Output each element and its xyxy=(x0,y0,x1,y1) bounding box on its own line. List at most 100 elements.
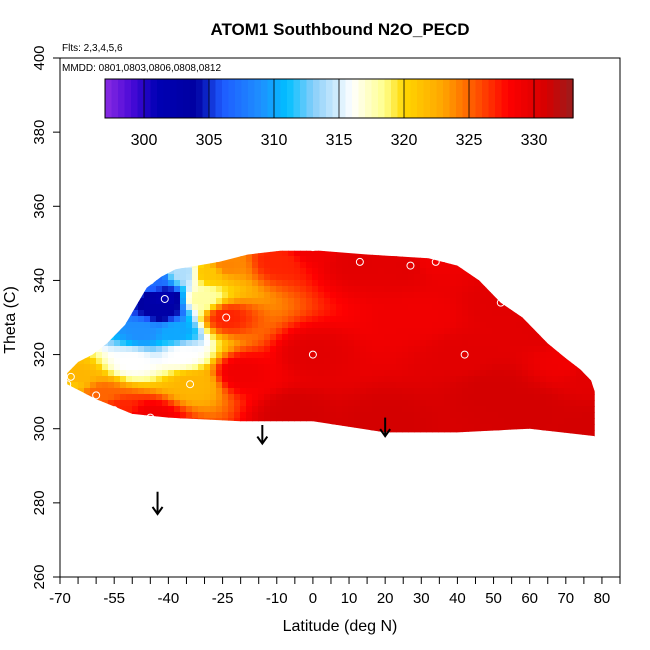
heatmap-cell xyxy=(540,262,547,269)
heatmap-cell xyxy=(582,250,589,257)
heatmap-cell xyxy=(372,364,379,371)
heatmap-cell xyxy=(294,220,301,227)
heatmap-cell xyxy=(438,244,445,251)
heatmap-cell xyxy=(606,70,613,77)
heatmap-cell xyxy=(492,64,499,71)
heatmap-cell xyxy=(90,352,97,359)
heatmap-cell xyxy=(480,340,487,347)
heatmap-cell xyxy=(492,304,499,311)
heatmap-cell xyxy=(516,160,523,167)
heatmap-cell xyxy=(390,160,397,167)
heatmap-cell xyxy=(144,364,151,371)
heatmap-cell xyxy=(468,340,475,347)
heatmap-cell xyxy=(348,196,355,203)
heatmap-cell xyxy=(516,172,523,179)
heatmap-cell xyxy=(492,244,499,251)
heatmap-cell xyxy=(462,358,469,365)
heatmap-cell xyxy=(456,166,463,173)
heatmap-cell xyxy=(300,70,307,77)
heatmap-cell xyxy=(444,190,451,197)
heatmap-cell xyxy=(156,250,163,257)
heatmap-cell xyxy=(426,130,433,137)
heatmap-cell xyxy=(72,160,79,167)
heatmap-cell xyxy=(612,346,619,353)
heatmap-cell xyxy=(612,214,619,221)
heatmap-cell xyxy=(186,220,193,227)
heatmap-cell xyxy=(402,364,409,371)
heatmap-cell xyxy=(414,202,421,209)
heatmap-cell xyxy=(432,340,439,347)
heatmap-cell xyxy=(270,184,277,191)
heatmap-cell xyxy=(378,334,385,341)
heatmap-cell xyxy=(192,250,199,257)
heatmap-cell xyxy=(606,142,613,149)
heatmap-cell xyxy=(126,340,133,347)
heatmap-cell xyxy=(216,166,223,173)
heatmap-cell xyxy=(546,202,553,209)
heatmap-cell xyxy=(132,316,139,323)
heatmap-cell xyxy=(276,70,283,77)
heatmap-cell xyxy=(564,352,571,359)
heatmap-cell xyxy=(384,136,391,143)
heatmap-cell xyxy=(96,118,103,125)
heatmap-cell xyxy=(348,268,355,275)
heatmap-cell xyxy=(108,334,115,341)
heatmap-cell xyxy=(426,352,433,359)
heatmap-cell xyxy=(408,340,415,347)
heatmap-cell xyxy=(198,340,205,347)
heatmap-cell xyxy=(67,274,73,281)
heatmap-cell xyxy=(480,118,487,125)
heatmap-cell xyxy=(336,370,343,377)
heatmap-cell xyxy=(540,154,547,161)
heatmap-cell xyxy=(486,250,493,257)
heatmap-cell xyxy=(174,184,181,191)
heatmap-cell xyxy=(600,142,607,149)
heatmap-cell xyxy=(438,316,445,323)
heatmap-cell xyxy=(486,370,493,377)
heatmap-cell xyxy=(342,220,349,227)
heatmap-cell xyxy=(360,244,367,251)
heatmap-cell xyxy=(510,208,517,215)
heatmap-cell xyxy=(558,160,565,167)
heatmap-cell xyxy=(366,160,373,167)
heatmap-cell xyxy=(516,334,523,341)
heatmap-cell xyxy=(306,256,313,263)
heatmap-cell xyxy=(474,160,481,167)
heatmap-cell xyxy=(204,166,211,173)
heatmap-cell xyxy=(258,262,265,269)
heatmap-cell xyxy=(390,364,397,371)
heatmap-cell xyxy=(168,286,175,293)
heatmap-cell xyxy=(78,100,85,107)
heatmap-cell xyxy=(186,232,193,239)
heatmap-cell xyxy=(606,148,613,155)
heatmap-cell xyxy=(246,160,253,167)
heatmap-cell xyxy=(552,184,559,191)
heatmap-cell xyxy=(618,118,625,125)
heatmap-cell xyxy=(468,226,475,233)
heatmap-cell xyxy=(582,334,589,341)
heatmap-cell xyxy=(474,280,481,287)
heatmap-cell xyxy=(606,256,613,263)
heatmap-cell xyxy=(342,316,349,323)
heatmap-cell xyxy=(312,214,319,221)
heatmap-cell xyxy=(240,292,247,299)
heatmap-cell xyxy=(390,250,397,257)
heatmap-cell xyxy=(72,340,79,347)
heatmap-cell xyxy=(462,256,469,263)
heatmap-cell xyxy=(276,298,283,305)
heatmap-cell xyxy=(300,268,307,275)
heatmap-cell xyxy=(438,232,445,239)
heatmap-cell xyxy=(360,316,367,323)
heatmap-cell xyxy=(372,238,379,245)
heatmap-cell xyxy=(546,232,553,239)
heatmap-cell xyxy=(414,322,421,329)
heatmap-cell xyxy=(366,70,373,77)
heatmap-cell xyxy=(258,352,265,359)
heatmap-cell xyxy=(354,250,361,257)
heatmap-cell xyxy=(594,298,595,305)
heatmap-cell xyxy=(462,154,469,161)
heatmap-cell xyxy=(258,256,265,263)
heatmap-cell xyxy=(324,334,331,341)
heatmap-cell xyxy=(432,166,439,173)
heatmap-cell xyxy=(144,358,151,365)
